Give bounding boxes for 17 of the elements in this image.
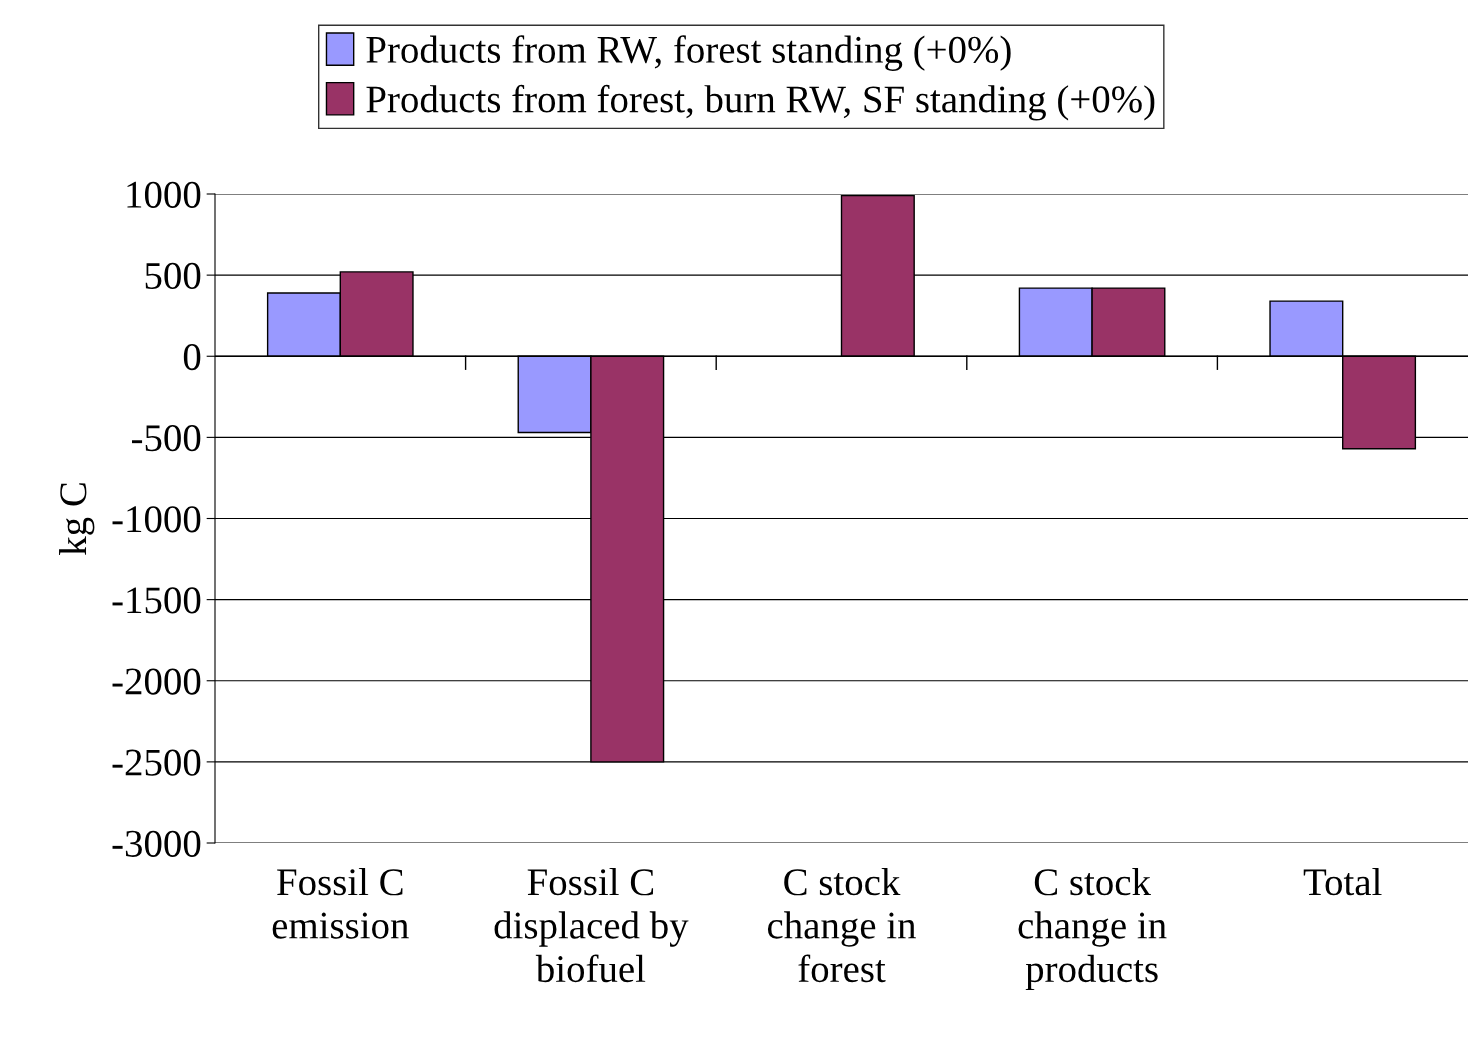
y-axis-title: kg C xyxy=(59,483,95,556)
legend-label: Products from RW, forest standing (+0%) xyxy=(366,35,1011,71)
y-tick-label: 0 xyxy=(183,343,201,371)
x-tick-label: C stock change in products xyxy=(1018,868,1167,991)
x-tick-label: Fossil C emission xyxy=(272,868,409,939)
y-tick-label: 500 xyxy=(145,262,201,289)
x-tick-label: Total xyxy=(1303,868,1382,896)
x-tick-label: C stock change in forest xyxy=(767,868,916,983)
y-tick-label: -3000 xyxy=(112,830,201,857)
y-tick-label: -2500 xyxy=(112,749,201,776)
y-tick-label: -1000 xyxy=(112,506,201,533)
y-tick-label: -500 xyxy=(131,425,201,452)
x-tick-label: Fossil C displaced by biofuel xyxy=(494,868,689,983)
y-tick-label: -1500 xyxy=(112,587,201,614)
y-tick-label: 1000 xyxy=(127,181,201,208)
legend-label: Products from forest, burn RW, SF standing (+0%) xyxy=(366,84,1155,121)
y-tick-label: -2000 xyxy=(112,668,201,695)
